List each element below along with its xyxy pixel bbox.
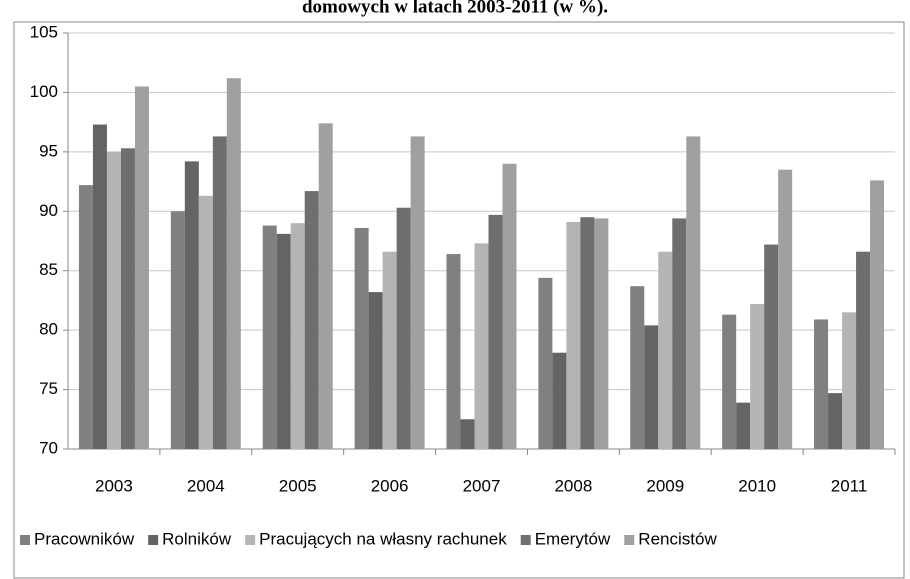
x-tick-label: 2008 bbox=[554, 476, 592, 495]
bar bbox=[446, 254, 461, 449]
x-tick-label: 2005 bbox=[279, 476, 317, 495]
y-tick-label: 100 bbox=[30, 82, 58, 101]
x-tick-label: 2010 bbox=[738, 476, 776, 495]
bar bbox=[580, 217, 595, 449]
bar bbox=[552, 352, 567, 449]
bar bbox=[538, 277, 553, 449]
y-tick-label: 105 bbox=[30, 22, 58, 41]
bar bbox=[410, 136, 425, 450]
legend-swatch bbox=[148, 535, 159, 545]
bar bbox=[870, 180, 885, 449]
y-tick-label: 85 bbox=[39, 260, 58, 279]
bar bbox=[474, 243, 489, 449]
x-tick-label: 2011 bbox=[831, 476, 868, 495]
legend-label: Rolników bbox=[162, 529, 232, 548]
bar bbox=[198, 195, 213, 449]
y-tick-label: 75 bbox=[39, 379, 58, 398]
bar bbox=[134, 86, 149, 449]
bar bbox=[736, 402, 751, 449]
bar bbox=[814, 319, 829, 449]
legend-label: Pracowników bbox=[34, 529, 135, 548]
bar bbox=[92, 124, 107, 450]
legend-label: Rencistów bbox=[638, 529, 717, 548]
bar bbox=[262, 225, 277, 449]
legend-swatch bbox=[520, 535, 531, 545]
x-tick-label: 2007 bbox=[463, 476, 501, 495]
bar bbox=[396, 207, 411, 449]
y-tick-label: 95 bbox=[39, 141, 58, 160]
bar bbox=[382, 251, 397, 449]
x-tick-label: 2009 bbox=[646, 476, 684, 495]
bar bbox=[226, 78, 241, 449]
bar bbox=[184, 161, 199, 449]
bar bbox=[368, 292, 383, 449]
y-tick-label: 90 bbox=[39, 201, 58, 220]
bar bbox=[856, 251, 871, 449]
legend-swatch bbox=[20, 535, 30, 545]
bar bbox=[658, 251, 673, 449]
bar bbox=[672, 218, 687, 449]
bar bbox=[644, 325, 659, 449]
bar bbox=[686, 136, 701, 450]
bar bbox=[764, 244, 779, 449]
legend-label: Pracujących na własny rachunek bbox=[259, 529, 507, 548]
bar bbox=[318, 123, 333, 450]
bar bbox=[630, 286, 645, 449]
bar bbox=[566, 221, 581, 449]
bar bbox=[170, 211, 185, 449]
bar bbox=[460, 419, 475, 449]
x-tick-label: 2003 bbox=[95, 476, 133, 495]
x-tick-label: 2006 bbox=[371, 476, 409, 495]
bar bbox=[78, 185, 93, 449]
bar bbox=[354, 227, 369, 449]
x-tick-label: 2004 bbox=[187, 476, 225, 495]
legend-label: Emerytów bbox=[535, 529, 611, 548]
bar bbox=[750, 303, 765, 449]
bar bbox=[594, 218, 609, 449]
legend-swatch bbox=[245, 535, 256, 545]
bar bbox=[778, 169, 793, 449]
bar bbox=[120, 148, 135, 449]
bar bbox=[722, 314, 737, 449]
bar bbox=[842, 312, 857, 449]
bar bbox=[106, 151, 121, 449]
bar bbox=[828, 393, 843, 449]
bar bbox=[304, 191, 319, 449]
y-tick-label: 80 bbox=[39, 320, 58, 339]
bar bbox=[488, 214, 503, 449]
chart-title: domowych w latach 2003-2011 (w %). bbox=[302, 0, 608, 17]
bar bbox=[276, 233, 291, 449]
legend-swatch bbox=[624, 535, 635, 545]
bar bbox=[502, 163, 517, 449]
bar bbox=[212, 136, 227, 450]
bar bbox=[290, 223, 305, 449]
y-tick-label: 70 bbox=[39, 438, 58, 457]
